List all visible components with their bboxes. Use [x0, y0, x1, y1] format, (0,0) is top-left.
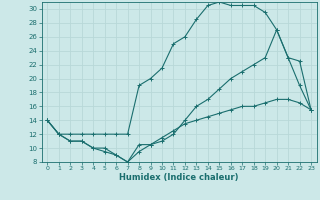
X-axis label: Humidex (Indice chaleur): Humidex (Indice chaleur) [119, 173, 239, 182]
